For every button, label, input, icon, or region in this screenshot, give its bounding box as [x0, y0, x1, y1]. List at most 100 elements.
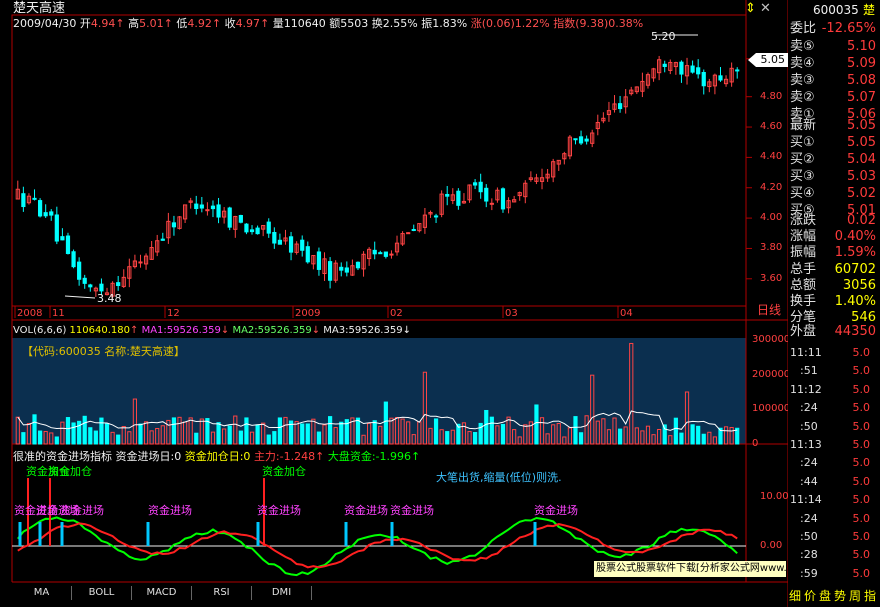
price-axis-label: 4.00	[760, 212, 783, 224]
volume-bar	[327, 416, 333, 445]
tick-price: 5.0	[852, 364, 871, 378]
candle-body	[288, 236, 294, 253]
volume-bar	[400, 418, 405, 445]
candle-body	[456, 190, 461, 206]
candle-body	[400, 233, 405, 245]
vol-ma1: MA1:59526.359	[141, 325, 221, 336]
buy-row-value: 5.03	[847, 169, 876, 184]
candle-body	[539, 177, 545, 182]
daily-tab[interactable]: 日线	[757, 303, 782, 317]
candle-body	[77, 261, 82, 280]
candle-body	[138, 261, 143, 264]
volume-bar	[199, 418, 204, 445]
tab-boll[interactable]: BOLL	[72, 586, 132, 600]
candle-body	[15, 188, 20, 200]
tab-macd[interactable]: MACD	[132, 586, 192, 600]
tick-row: :24 5.0	[788, 510, 880, 527]
tab-ma[interactable]: MA	[12, 586, 72, 600]
candle-body	[60, 236, 65, 241]
volume-bar	[227, 425, 232, 445]
resize-icon[interactable]: ⇕	[745, 1, 756, 16]
candle-body	[283, 237, 288, 242]
candle-body	[188, 200, 193, 203]
volume-bar	[344, 419, 349, 445]
stat-row-label: 总额	[790, 277, 817, 293]
volume-bar	[194, 432, 199, 445]
candle-body	[657, 59, 662, 74]
rp-tab[interactable]: 盘	[819, 589, 832, 603]
volume-bar	[99, 417, 104, 445]
volume-bar	[601, 418, 606, 445]
candle-body	[439, 193, 444, 215]
volume-bar	[640, 430, 645, 445]
stock-title: 楚天高速	[13, 1, 66, 16]
candle-body	[49, 211, 54, 216]
volume-bar	[500, 423, 506, 445]
high-label: 高	[128, 17, 140, 30]
buy-row: 买⑤ 5.01	[788, 202, 880, 219]
volume-bar	[662, 424, 667, 445]
vol-axis-label: 0	[752, 438, 759, 449]
tick-time: :50	[800, 530, 818, 543]
candle-body	[595, 122, 600, 130]
vol-axis-label: 200000	[752, 368, 791, 380]
volume-bar	[205, 418, 210, 445]
buy-row-value: 5.04	[847, 152, 876, 167]
tab-dmi[interactable]: DMI	[252, 586, 312, 600]
candle-body	[690, 65, 695, 73]
candle-body	[93, 287, 98, 292]
volume-bar	[495, 425, 500, 445]
sell-row-value: 5.06	[847, 107, 876, 122]
candle-body	[389, 253, 394, 256]
candle-body	[222, 210, 227, 218]
tick-price: 5.0	[852, 382, 871, 396]
volume-bar	[255, 424, 260, 445]
tick-price: 5.0	[852, 530, 871, 543]
rp-tab[interactable]: 势	[834, 589, 847, 603]
rp-name: 楚	[863, 3, 876, 17]
volume-bar	[467, 431, 472, 445]
low-annotation: 3.48	[97, 292, 122, 305]
candle-body	[110, 282, 115, 297]
candle-body	[673, 62, 678, 68]
close-value: 4.97	[235, 17, 261, 30]
tick-row: :50 5.0	[788, 418, 880, 435]
tick-price: 5.0	[852, 456, 871, 470]
volume-bar	[723, 426, 729, 445]
volume-bar	[617, 428, 623, 445]
tab-rsi[interactable]: RSI	[192, 586, 252, 600]
candle-body	[227, 207, 232, 228]
candle-body	[723, 78, 729, 85]
volume-bar	[316, 431, 322, 445]
candle-body	[244, 223, 249, 233]
volume-bar	[383, 401, 388, 445]
volume-bar	[584, 415, 589, 445]
candles	[15, 55, 740, 299]
ad-banner[interactable]: 股票公式股票软件下载[分析家公式网www.88gs.com]	[594, 561, 786, 577]
volume-bar	[88, 427, 93, 445]
candle-body	[132, 260, 138, 268]
rp-tab[interactable]: 细	[789, 589, 802, 603]
price-axis-label: 3.80	[760, 242, 783, 254]
volume-bar	[534, 404, 539, 445]
volume-bar	[472, 432, 478, 445]
close-icon[interactable]: ✕	[760, 1, 771, 16]
candle-body	[406, 232, 411, 235]
tick-price: 5.0	[852, 474, 871, 488]
rp-tab[interactable]: 指	[864, 589, 877, 603]
rp-tab[interactable]: 周	[849, 589, 862, 603]
volume-bar	[82, 415, 87, 445]
tick-time: :28	[800, 548, 818, 562]
buy-row: 买③ 5.03	[788, 168, 880, 185]
candle-body	[562, 153, 567, 160]
candle-body	[344, 267, 349, 273]
candle-body	[495, 189, 500, 201]
date-label: 12	[167, 308, 180, 319]
volume-bar	[512, 429, 517, 445]
outer-row-value: 44350	[834, 324, 876, 339]
volume-bar	[528, 421, 533, 445]
rp-tab[interactable]: 价	[804, 589, 817, 603]
volume-bar	[233, 415, 238, 445]
tick-price: 5.0	[852, 401, 871, 415]
